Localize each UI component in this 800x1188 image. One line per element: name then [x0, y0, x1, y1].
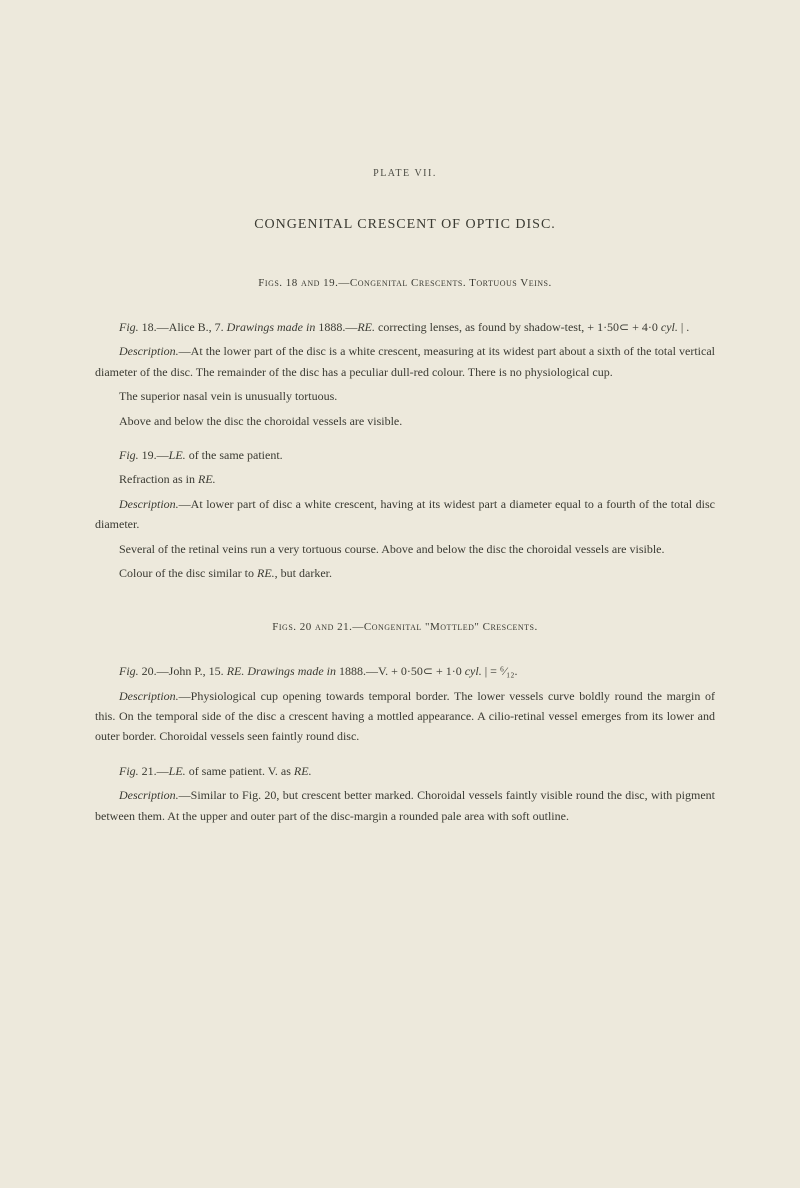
fig-label: Fig. — [119, 664, 139, 678]
plate-label: PLATE VII. — [95, 168, 715, 179]
text: cyl. — [661, 320, 678, 334]
s1-p4: Above and below the disc the choroidal v… — [95, 411, 715, 431]
desc-label: Description. — [119, 788, 179, 802]
text: RE. — [257, 566, 275, 580]
text: of same patient. V. as — [186, 764, 294, 778]
s2-p1: Fig. 20.—John P., 15. RE. Drawings made … — [95, 661, 715, 681]
s1-p5: Fig. 19.—LE. of the same patient. — [95, 445, 715, 465]
s1-p1: Fig. 18.—Alice B., 7. Drawings made in 1… — [95, 317, 715, 337]
text: 1888.— — [315, 320, 357, 334]
s1-p7: Description.—At lower part of disc a whi… — [95, 494, 715, 535]
text: LE. — [169, 448, 186, 462]
fig-label: Fig. — [119, 448, 139, 462]
desc-label: Description. — [119, 497, 179, 511]
s2-p3: Fig. 21.—LE. of same patient. V. as RE. — [95, 761, 715, 781]
text: —Similar to Fig. 20, but crescent better… — [95, 788, 715, 822]
text: correcting lenses, as found by shadow-te… — [375, 320, 661, 334]
main-title: CONGENITAL CRESCENT OF OPTIC DISC. — [95, 217, 715, 233]
fig-label: Fig. — [119, 320, 139, 334]
text: Colour of the disc similar to — [119, 566, 257, 580]
s2-p2: Description.—Physiological cup opening t… — [95, 686, 715, 747]
text: LE. — [169, 764, 186, 778]
desc-label: Description. — [119, 689, 179, 703]
section-2-title: Figs. 20 and 21.—Congenital "Mottled" Cr… — [95, 621, 715, 633]
s1-p3: The superior nasal vein is unusually tor… — [95, 386, 715, 406]
desc-label: Description. — [119, 344, 179, 358]
text: RE. — [198, 472, 216, 486]
text: 20.—John P., 15. — [139, 664, 227, 678]
section-1-title: Figs. 18 and 19.—Congenital Crescents. T… — [95, 277, 715, 289]
s1-p6: Refraction as in RE. — [95, 469, 715, 489]
text: —At the lower part of the disc is a whit… — [95, 344, 715, 378]
fig-label: Fig. — [119, 764, 139, 778]
text: Drawings made in — [227, 320, 316, 334]
text: 19.— — [139, 448, 169, 462]
text: RE. — [357, 320, 375, 334]
s2-p4: Description.—Similar to Fig. 20, but cre… — [95, 785, 715, 826]
text: , but darker. — [275, 566, 332, 580]
text: 18.—Alice B., 7. — [139, 320, 227, 334]
text: cyl. — [465, 664, 482, 678]
s1-p8: Several of the retinal veins run a very … — [95, 539, 715, 559]
text: —At lower part of disc a white crescent,… — [95, 497, 715, 531]
s1-p9: Colour of the disc similar to RE., but d… — [95, 563, 715, 583]
text: RE. Drawings made in — [227, 664, 336, 678]
text: Refraction as in — [119, 472, 198, 486]
text: | = ⁶⁄₁₂. — [482, 664, 518, 678]
text: RE. — [294, 764, 312, 778]
text: of the same patient. — [186, 448, 283, 462]
text: 21.— — [139, 764, 169, 778]
s1-p2: Description.—At the lower part of the di… — [95, 341, 715, 382]
text: | . — [678, 320, 689, 334]
text: 1888.—V. + 0·50⊂ + 1·0 — [336, 664, 465, 678]
text: —Physiological cup opening towards tempo… — [95, 689, 715, 744]
